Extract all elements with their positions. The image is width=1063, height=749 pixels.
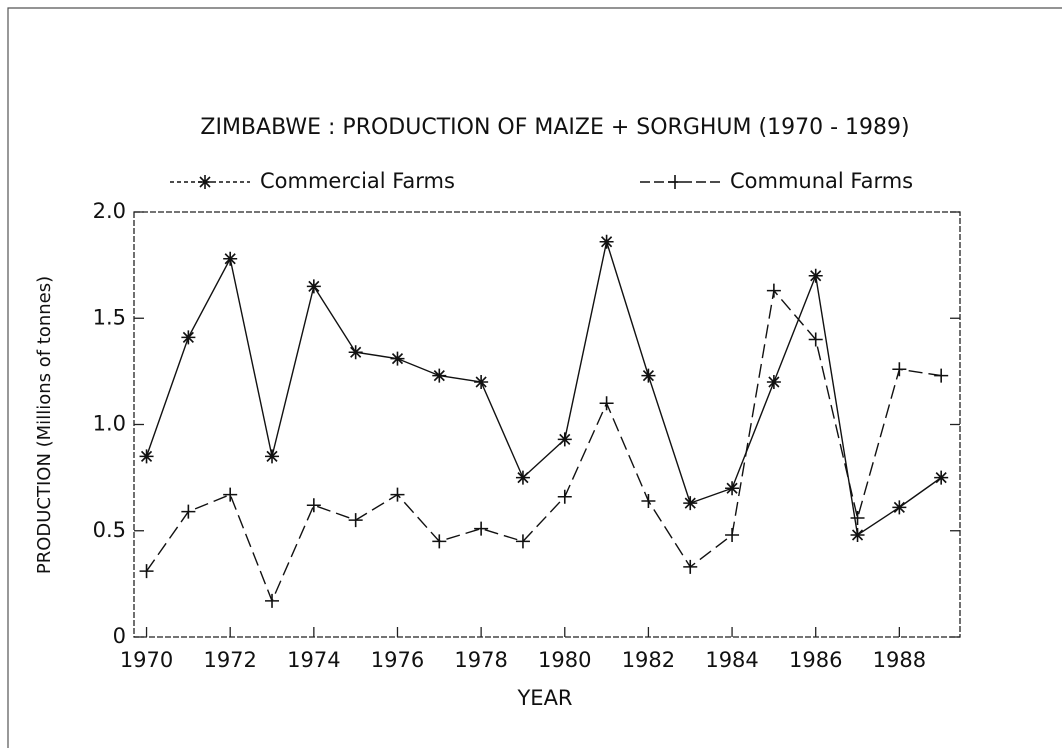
marker [348, 513, 363, 528]
y-tick-label: 1.0 [93, 412, 126, 436]
marker [641, 494, 656, 508]
marker [766, 375, 781, 389]
marker [432, 534, 447, 549]
marker [432, 368, 447, 383]
x-axis-label: YEAR [516, 686, 572, 710]
y-axis-label: PRODUCTION (Millions of tonnes) [34, 276, 55, 574]
marker [599, 234, 614, 249]
marker [474, 521, 489, 536]
x-tick-label: 1986 [789, 648, 842, 672]
marker [348, 345, 363, 360]
marker [683, 559, 698, 574]
marker [223, 251, 238, 266]
marker [934, 470, 949, 485]
marker [725, 528, 740, 542]
legend-label: Commercial Farms [260, 169, 455, 193]
marker [265, 593, 280, 608]
x-tick-label: 1978 [454, 648, 507, 672]
marker [557, 489, 572, 504]
marker [934, 368, 949, 383]
legend-marker [668, 175, 682, 189]
legend-marker [198, 175, 212, 189]
series-line [145, 238, 942, 537]
marker [265, 449, 280, 464]
marker [808, 268, 823, 283]
marker [306, 279, 321, 294]
marker [515, 534, 530, 549]
marker [223, 487, 238, 502]
marker [474, 375, 489, 389]
marker [181, 330, 196, 345]
y-tick-label: 0 [113, 624, 126, 648]
chart-title: ZIMBABWE : PRODUCTION OF MAIZE + SORGHUM… [200, 115, 909, 140]
x-tick-label: 1976 [371, 648, 424, 672]
frame [7, 7, 1062, 748]
x-tick-label: 1980 [538, 648, 591, 672]
x-tick-label: 1972 [203, 648, 256, 672]
marker [725, 481, 740, 496]
legend-label: Communal Farms [730, 169, 913, 193]
marker [892, 362, 907, 377]
x-tick-label: 1970 [120, 648, 173, 672]
marker [390, 351, 405, 366]
marker [808, 332, 823, 347]
marker [641, 368, 656, 383]
marker [139, 564, 154, 579]
marker [766, 283, 781, 298]
marker [139, 449, 154, 464]
marker [181, 504, 196, 519]
marker [599, 396, 614, 411]
marker [557, 432, 572, 447]
marker [683, 496, 698, 511]
marker [306, 498, 321, 513]
x-tick-label: 1982 [622, 648, 675, 672]
x-tick-label: 1984 [705, 648, 758, 672]
y-tick-label: 2.0 [93, 199, 126, 223]
marker [892, 500, 907, 515]
y-tick-label: 0.5 [93, 518, 126, 542]
x-tick-label: 1974 [287, 648, 340, 672]
series-line [145, 289, 942, 603]
marker [390, 487, 405, 502]
x-tick-label: 1988 [873, 648, 926, 672]
marker [515, 470, 530, 485]
marker [850, 528, 865, 542]
y-tick-label: 1.5 [93, 305, 126, 329]
marker [850, 511, 865, 525]
